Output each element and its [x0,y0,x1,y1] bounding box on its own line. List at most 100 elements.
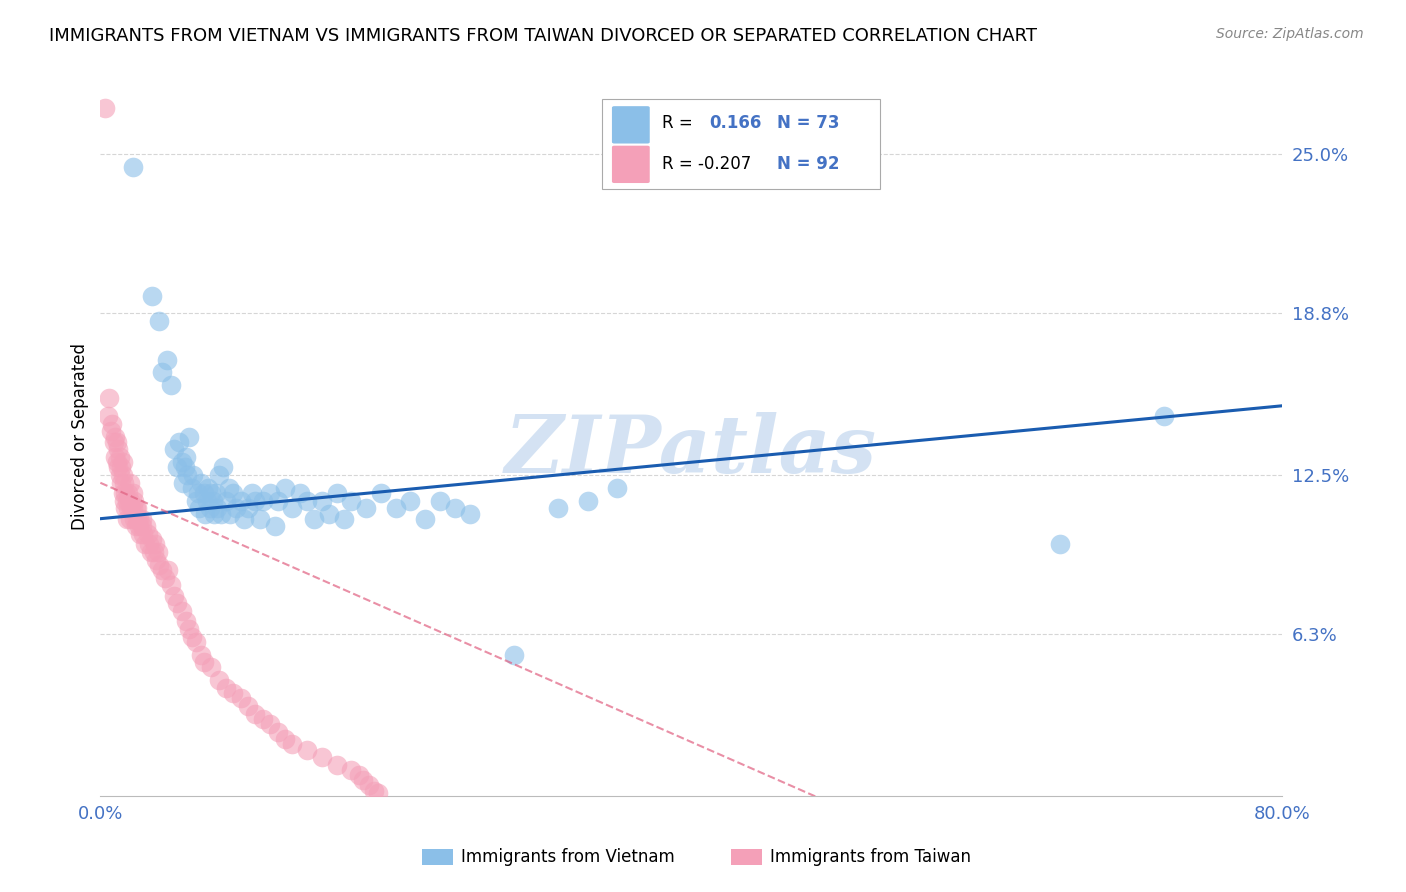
Point [200,486,222,500]
Point [197,481,219,495]
Point [187,486,209,500]
Point [100,425,122,439]
Point [211,507,233,521]
Text: N = 92: N = 92 [778,155,839,173]
Point [212,460,235,475]
Point [124,511,146,525]
Point [118,475,141,490]
Point [112,475,135,490]
Point [117,486,139,500]
Point [245,706,267,721]
Point [193,656,215,670]
Point [177,429,200,443]
Point [107,442,129,457]
Point [173,460,195,475]
Point [114,486,136,500]
Point [1049,537,1071,551]
Y-axis label: Divorced or Separated: Divorced or Separated [72,343,89,530]
Point [295,493,318,508]
Point [180,630,202,644]
Point [236,501,259,516]
Point [105,434,128,449]
Point [252,493,274,508]
Point [160,578,183,592]
Point [443,501,465,516]
Point [359,779,381,793]
Point [172,475,194,490]
Text: R =: R = [662,113,692,132]
Point [143,537,166,551]
Point [242,486,264,500]
Point [141,533,163,547]
Point [340,493,363,508]
Point [201,493,224,508]
Point [150,563,173,577]
Point [249,511,271,525]
Point [124,493,146,508]
Point [354,501,377,516]
Point [295,742,318,756]
Text: N = 73: N = 73 [778,113,839,132]
Text: Immigrants from Vietnam: Immigrants from Vietnam [461,848,675,866]
Point [399,493,422,508]
Point [340,763,363,777]
Point [236,698,259,713]
Point [606,481,628,495]
Point [170,604,193,618]
Point [186,635,208,649]
Point [384,501,406,516]
Point [127,511,149,525]
FancyBboxPatch shape [612,106,650,144]
Point [205,501,228,516]
Point [222,686,245,700]
Point [121,160,143,174]
Point [363,783,385,797]
Point [141,288,163,302]
Point [215,681,238,695]
Point [145,553,167,567]
Point [163,442,186,457]
Text: ZIPatlas: ZIPatlas [505,412,877,490]
Point [259,486,281,500]
Point [311,750,333,764]
Text: Source: ZipAtlas.com: Source: ZipAtlas.com [1216,27,1364,41]
Point [131,511,153,525]
Point [200,660,222,674]
Point [384,814,406,829]
Point [502,648,524,662]
Point [266,493,288,508]
Point [132,527,155,541]
Point [190,648,212,662]
Point [188,501,211,516]
Point [167,434,190,449]
Point [207,468,229,483]
Point [190,475,212,490]
Point [281,501,304,516]
Point [288,486,311,500]
Point [118,493,141,508]
Point [155,571,177,585]
Point [304,511,326,525]
Point [252,712,274,726]
Point [105,455,128,469]
Point [194,507,217,521]
Point [218,481,240,495]
Point [207,673,229,688]
Point [148,314,170,328]
Text: IMMIGRANTS FROM VIETNAM VS IMMIGRANTS FROM TAIWAN DIVORCED OR SEPARATED CORRELAT: IMMIGRANTS FROM VIETNAM VS IMMIGRANTS FR… [49,27,1038,45]
Point [98,391,121,405]
Point [429,493,451,508]
Point [118,511,141,525]
Point [225,501,247,516]
Point [259,717,281,731]
Point [347,768,370,782]
Point [110,475,132,490]
Point [1153,409,1175,423]
Point [111,468,134,483]
Point [104,429,127,443]
Point [107,460,129,475]
Point [311,493,333,508]
FancyBboxPatch shape [603,99,880,189]
Point [547,501,569,516]
Point [121,486,143,500]
